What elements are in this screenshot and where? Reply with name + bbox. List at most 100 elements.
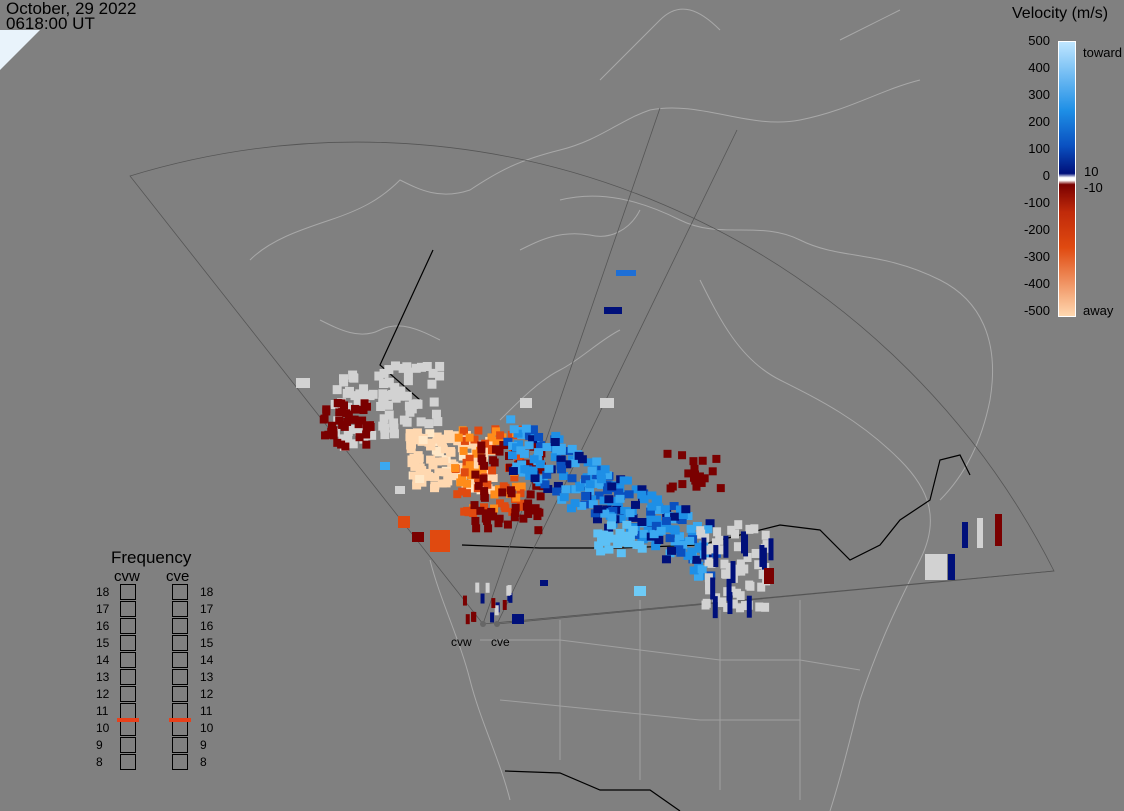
- frequency-cell: [172, 669, 188, 685]
- frequency-scale-label: 10: [200, 721, 214, 735]
- velocity-cells: [296, 270, 1002, 625]
- velocity-cell: [594, 491, 604, 500]
- velocity-cell: [707, 558, 716, 568]
- velocity-cell: [511, 503, 520, 512]
- velocity-cell: [506, 415, 516, 424]
- velocity-cell: [483, 473, 493, 482]
- velocity-cell: [525, 471, 535, 480]
- velocity-cell: [472, 524, 481, 533]
- velocity-cell: [465, 433, 474, 442]
- velocity-cell: [746, 581, 755, 591]
- velocity-cell: [380, 430, 390, 440]
- velocity-cell: [751, 548, 760, 558]
- velocity-cell: [512, 614, 524, 624]
- velocity-cell: [716, 484, 725, 493]
- frequency-cell: [120, 669, 136, 685]
- frequency-radar-label-cve: cve: [166, 568, 190, 585]
- velocity-cell: [367, 430, 377, 440]
- velocity-cell: [358, 416, 367, 425]
- velocity-cell: [492, 436, 501, 445]
- velocity-cell: [567, 444, 577, 453]
- velocity-cell: [474, 481, 483, 490]
- frequency-title: Frequency: [111, 548, 192, 567]
- velocity-cell: [340, 422, 349, 431]
- velocity-cell: [651, 521, 661, 530]
- velocity-cell: [596, 547, 606, 556]
- velocity-cell: [758, 569, 767, 579]
- colorscale-title: Velocity (m/s): [1012, 5, 1109, 22]
- velocity-cell: [495, 514, 504, 523]
- velocity-cell: [337, 440, 346, 449]
- velocity-cell: [491, 598, 496, 609]
- velocity-cell: [566, 504, 576, 513]
- velocity-cell: [649, 530, 659, 539]
- velocity-cell: [567, 474, 577, 483]
- velocity-cell: [761, 602, 770, 612]
- velocity-cell: [487, 433, 496, 442]
- velocity-cell: [470, 501, 479, 510]
- velocity-cell: [517, 482, 526, 491]
- velocity-cell: [520, 465, 530, 474]
- velocity-cell: [712, 596, 718, 619]
- velocity-cell: [489, 456, 498, 465]
- velocity-cell: [556, 461, 566, 470]
- velocity-cell: [359, 384, 369, 394]
- velocity-cell: [675, 532, 685, 541]
- frequency-cell: [120, 601, 136, 617]
- velocity-cell: [496, 499, 505, 508]
- velocity-cell: [689, 566, 699, 575]
- velocity-cell: [341, 442, 350, 451]
- velocity-cell: [477, 445, 486, 454]
- velocity-cell: [328, 421, 337, 430]
- velocity-cell: [412, 481, 422, 490]
- velocity-cell: [446, 448, 456, 457]
- velocity-cell: [433, 417, 443, 427]
- velocity-cell: [429, 397, 439, 407]
- frequency-scale-label: 11: [96, 704, 109, 718]
- velocity-cell: [416, 417, 426, 427]
- velocity-cell: [622, 520, 632, 529]
- velocity-cell: [430, 484, 440, 493]
- velocity-cell: [463, 479, 472, 488]
- velocity-cell: [427, 379, 437, 389]
- velocity-cell: [335, 416, 344, 425]
- velocity-cell: [715, 545, 724, 555]
- colorscale-tick: 500: [1028, 33, 1050, 48]
- velocity-cell: [402, 391, 412, 401]
- velocity-cell: [654, 505, 664, 514]
- velocity-cell: [506, 585, 511, 596]
- velocity-cell: [670, 537, 680, 546]
- velocity-cell: [678, 541, 688, 550]
- velocity-cell: [559, 472, 569, 481]
- velocity-cell: [691, 470, 700, 479]
- velocity-cell: [439, 457, 449, 466]
- velocity-cell: [729, 599, 738, 609]
- velocity-cell: [592, 457, 602, 466]
- velocity-cell: [676, 548, 686, 557]
- velocity-cell: [459, 446, 468, 455]
- frequency-marker-cvw: [117, 717, 139, 722]
- velocity-cell: [534, 526, 543, 535]
- radar-label-cve: cve: [491, 635, 510, 649]
- frequency-cell: [172, 601, 188, 617]
- frequency-cell: [172, 584, 188, 600]
- velocity-cell: [465, 614, 470, 625]
- velocity-cell: [761, 530, 770, 540]
- velocity-cell: [740, 564, 749, 574]
- velocity-cell: [496, 431, 505, 440]
- velocity-cell: [715, 535, 724, 545]
- velocity-cell: [398, 516, 410, 528]
- velocity-cell: [359, 392, 369, 402]
- velocity-cell: [764, 568, 774, 584]
- velocity-cell: [698, 456, 707, 465]
- velocity-cell: [647, 491, 657, 500]
- velocity-cell: [705, 519, 715, 528]
- velocity-cell: [353, 396, 363, 406]
- velocity-cell: [458, 452, 468, 461]
- velocity-cell: [713, 527, 722, 537]
- velocity-cell: [550, 453, 560, 462]
- velocity-cell: [664, 511, 674, 520]
- colorscale-tick: 100: [1028, 141, 1050, 156]
- velocity-cell: [616, 270, 636, 276]
- velocity-cell: [528, 435, 538, 444]
